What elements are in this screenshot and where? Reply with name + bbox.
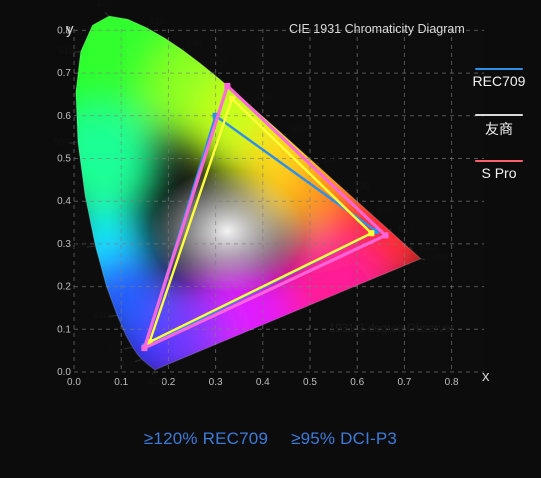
wavelength-label: 680	[433, 254, 449, 265]
y-tick-label: 0.6	[57, 111, 71, 122]
gamut-vertex-point	[224, 83, 230, 89]
wavelength-label: 630	[420, 242, 436, 253]
wavelength-label: 610	[398, 223, 414, 234]
wavelength-tick	[345, 190, 348, 191]
coverage-caption: ≥120% REC709 ≥95% DCI-P3	[0, 429, 541, 449]
wavelength-label: 530	[149, 16, 165, 27]
gamut-vertex-point	[229, 96, 235, 102]
wavelength-label: 580	[324, 154, 340, 165]
legend-item-spro: S Pro	[467, 152, 531, 198]
rec709-coverage: ≥120% REC709	[144, 429, 268, 448]
legend-line-youshang	[475, 114, 523, 116]
wavelength-tick	[147, 26, 148, 27]
gamut-vertex-point	[141, 345, 147, 351]
x-tick-label: 0.2	[161, 377, 175, 388]
dci-p3-coverage: ≥95% DCI-P3	[291, 429, 397, 448]
x-tick-label: 0.1	[114, 377, 128, 388]
y-tick-label: 0.2	[57, 282, 71, 293]
legend-line-spro	[475, 160, 523, 162]
chart-title: CIE 1931 Chromaticity Diagram	[289, 22, 465, 36]
wavelength-label: 490	[69, 241, 85, 252]
wavelength-label: 480	[93, 310, 109, 321]
legend-label-spro: S Pro	[467, 165, 531, 181]
y-tick-label: 0.7	[57, 68, 71, 79]
x-axis-label: x	[482, 368, 490, 385]
legend-line-rec709	[475, 68, 523, 70]
x-tick-label: 0.4	[256, 377, 270, 388]
wavelength-tick	[316, 164, 319, 165]
y-axis-label: y	[66, 21, 74, 38]
y-tick-label: 0.0	[57, 367, 71, 378]
x-tick-label: 0.5	[303, 377, 317, 388]
wavelength-label: 500	[54, 137, 70, 148]
wavelength-tick	[388, 229, 392, 230]
wavelength-label: 470	[109, 343, 125, 354]
observer-subtitle: 1931 2-degree Observer	[329, 323, 454, 335]
x-tick-label: 0.0	[67, 377, 81, 388]
wavelength-label: 520	[97, 0, 113, 9]
wavelength-label: 540	[186, 38, 202, 49]
wavelength-label: 550	[211, 54, 227, 65]
x-tick-label: 0.8	[445, 377, 459, 388]
x-tick-label: 0.7	[397, 377, 411, 388]
wavelength-label: 510	[59, 46, 75, 57]
legend: REC709 友商 S Pro	[467, 60, 531, 198]
y-tick-label: 0.4	[57, 196, 71, 207]
wavelength-label: 590	[353, 181, 369, 192]
wavelength-label: 600	[378, 204, 394, 215]
gamut-vertex-point	[383, 232, 389, 238]
wavelength-label: 570	[292, 124, 308, 135]
legend-item-rec709: REC709	[467, 60, 531, 106]
y-tick-label: 0.1	[57, 324, 71, 335]
wavelength-label: 560	[254, 92, 270, 103]
gamut-vertex-point	[368, 230, 374, 236]
wavelength-label: 420	[147, 376, 163, 387]
legend-label-rec709: REC709	[467, 73, 531, 89]
legend-item-youshang: 友商	[467, 106, 531, 152]
x-tick-label: 0.3	[209, 377, 223, 388]
wavelength-tick	[105, 12, 109, 16]
legend-label-youshang: 友商	[467, 119, 531, 139]
y-tick-label: 0.5	[57, 154, 71, 165]
x-tick-label: 0.6	[350, 377, 364, 388]
wavelength-label: 460	[120, 358, 136, 369]
